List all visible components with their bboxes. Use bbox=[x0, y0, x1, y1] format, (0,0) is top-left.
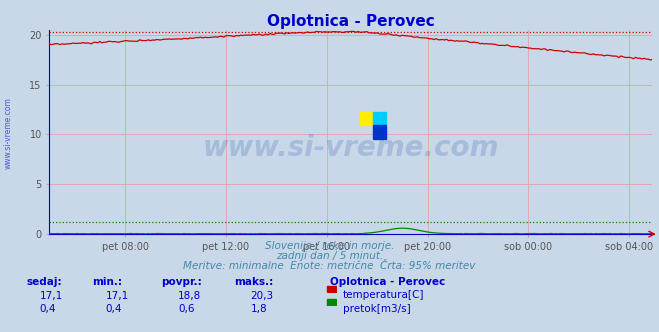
Text: 0,4: 0,4 bbox=[105, 304, 122, 314]
Title: Oplotnica - Perovec: Oplotnica - Perovec bbox=[267, 14, 435, 29]
FancyBboxPatch shape bbox=[373, 112, 386, 125]
Text: 17,1: 17,1 bbox=[105, 290, 129, 300]
Text: pretok[m3/s]: pretok[m3/s] bbox=[343, 304, 411, 314]
Text: zadnji dan / 5 minut.: zadnji dan / 5 minut. bbox=[276, 251, 383, 261]
Text: 0,4: 0,4 bbox=[40, 304, 56, 314]
Text: sedaj:: sedaj: bbox=[26, 277, 62, 287]
Text: maks.:: maks.: bbox=[234, 277, 273, 287]
Text: 18,8: 18,8 bbox=[178, 290, 201, 300]
Text: Slovenija / reke in morje.: Slovenija / reke in morje. bbox=[265, 241, 394, 251]
Text: 1,8: 1,8 bbox=[250, 304, 267, 314]
Text: 17,1: 17,1 bbox=[40, 290, 63, 300]
Bar bbox=[327, 299, 336, 305]
Text: min.:: min.: bbox=[92, 277, 123, 287]
FancyBboxPatch shape bbox=[360, 112, 373, 125]
Text: www.si-vreme.com: www.si-vreme.com bbox=[3, 97, 13, 169]
FancyBboxPatch shape bbox=[373, 125, 386, 139]
Text: 20,3: 20,3 bbox=[250, 290, 273, 300]
Text: temperatura[C]: temperatura[C] bbox=[343, 290, 424, 300]
Text: Oplotnica - Perovec: Oplotnica - Perovec bbox=[330, 277, 445, 287]
Text: 0,6: 0,6 bbox=[178, 304, 194, 314]
Text: povpr.:: povpr.: bbox=[161, 277, 202, 287]
Text: www.si-vreme.com: www.si-vreme.com bbox=[203, 134, 499, 162]
Bar bbox=[327, 286, 336, 292]
Text: Meritve: minimalne  Enote: metrične  Črta: 95% meritev: Meritve: minimalne Enote: metrične Črta:… bbox=[183, 261, 476, 271]
